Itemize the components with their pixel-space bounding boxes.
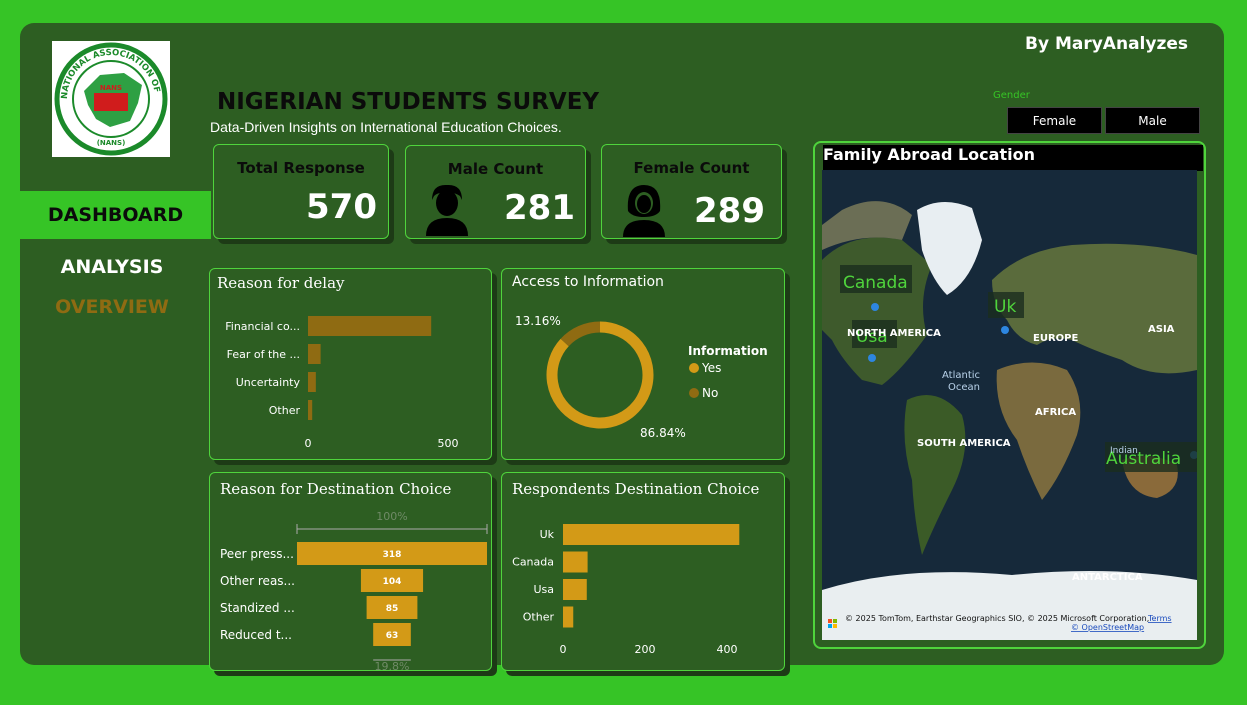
map-marker-uk: Uk (994, 297, 1016, 317)
reason-destination-funnel: 100% Peer press... 318 Other reas... 104 Stan… (220, 510, 488, 672)
funnel-category-label: Standized ... (220, 601, 295, 615)
kpi-total-label: Total Response (237, 159, 365, 177)
byline: By MaryAnalyzes (1025, 34, 1188, 54)
page-subtitle: Data-Driven Insights on International Ed… (210, 119, 562, 135)
reason-for-delay-card: Reason for delay Financial co... Fear of … (209, 268, 492, 460)
funnel-bar (297, 542, 487, 565)
kpi-female-value: 289 (694, 191, 765, 231)
legend-marker (689, 388, 699, 398)
map-marker-usa: Usa (856, 327, 888, 347)
female-avatar-icon (623, 185, 665, 237)
world-map[interactable]: Canada Uk Usa Australia NORTH AMERICA EU… (822, 170, 1197, 640)
delay-bar (308, 316, 432, 336)
delay-category-label: Financial co... (225, 320, 300, 333)
delay-bar (308, 344, 321, 364)
funnel-bottom-label: 19.8% (375, 660, 410, 672)
legend-entry: Yes (701, 361, 721, 375)
funnel-category-label: Reduced t... (220, 628, 292, 642)
destination-bar (563, 579, 587, 600)
destination-tick-label: 0 (560, 643, 567, 656)
reason-delay-chart: Financial co... Fear of the ... Uncertaint… (225, 316, 459, 450)
map-marker-canada: Canada (843, 273, 908, 293)
slicer-female-button[interactable]: Female (1007, 107, 1102, 134)
respondents-destination-card: Respondents Destination Choice Uk Canada U… (501, 472, 785, 671)
legend-marker (689, 363, 699, 373)
funnel-value-label: 318 (383, 550, 402, 560)
reason-delay-title: Reason for delay (217, 274, 345, 292)
reason-destination-title: Reason for Destination Choice (220, 480, 452, 498)
kpi-total-response: Total Response 570 (213, 144, 389, 239)
kpi-male-value: 281 (504, 188, 575, 228)
nav-overview[interactable]: OVERVIEW (55, 296, 169, 318)
logo-bottom-text: (NANS) (97, 139, 126, 147)
male-avatar-icon (426, 184, 468, 236)
map-label-atlantic: Atlantic (942, 370, 980, 381)
respondents-destination-title: Respondents Destination Choice (512, 480, 760, 498)
map-osm-link[interactable]: © OpenStreetMap (1071, 623, 1144, 632)
access-to-information-card: Access to Information 86.84% 13.16% Inform… (501, 268, 785, 460)
gender-slicer-label: Gender (993, 90, 1030, 101)
funnel-category-label: Peer press... (220, 547, 294, 561)
destination-category-label: Usa (533, 583, 554, 596)
nans-logo: NATIONAL ASSOCIATION OF NIGERIAN STUDENT… (48, 34, 170, 157)
delay-category-label: Other (269, 404, 301, 417)
access-info-title: Access to Information (512, 274, 664, 290)
map-label-south-america: SOUTH AMERICA (917, 438, 1011, 449)
destination-bar (563, 606, 574, 628)
destination-bar (563, 551, 588, 573)
destination-tick-label: 200 (635, 643, 656, 656)
map-label-asia: ASIA (1148, 324, 1175, 335)
slicer-male-button[interactable]: Male (1105, 107, 1200, 134)
respondents-destination-chart: Uk Canada Usa Other 0 200 400 (512, 524, 740, 656)
map-label-africa: AFRICA (1035, 407, 1076, 418)
donut-slice (560, 321, 601, 347)
destination-category-label: Other (523, 611, 555, 624)
delay-tick-label: 500 (438, 437, 459, 450)
kpi-male-label: Male Count (447, 160, 544, 178)
legend-title: Information (688, 344, 768, 358)
kpi-female-count: Female Count 289 (601, 144, 782, 239)
kpi-male-count: Male Count 281 (405, 145, 586, 239)
access-info-donut: 86.84% 13.16% Information Yes No (515, 314, 768, 440)
donut-no-label: 13.16% (515, 314, 561, 328)
map-label-indian: Indian (1110, 446, 1138, 456)
kpi-total-value: 570 (306, 187, 377, 227)
delay-bar (308, 400, 313, 420)
logo-badge: NANS (100, 84, 122, 92)
funnel-bar (366, 596, 418, 619)
map-label-antarctica: ANTARCTICA (1072, 572, 1143, 583)
destination-tick-label: 400 (717, 643, 738, 656)
funnel-category-label: Other reas... (220, 574, 295, 588)
delay-tick-label: 0 (305, 437, 312, 450)
legend-entry: No (702, 386, 718, 400)
page-title: NIGERIAN STUDENTS SURVEY (217, 89, 600, 115)
nav-analysis[interactable]: ANALYSIS (60, 256, 164, 278)
delay-category-label: Uncertainty (236, 376, 301, 389)
funnel-value-label: 104 (383, 577, 402, 587)
map-label-ocean: Ocean (948, 382, 980, 393)
map-title: Family Abroad Location (823, 145, 1203, 171)
kpi-female-label: Female Count (633, 159, 750, 177)
map-terms-link[interactable]: Terms (1147, 614, 1172, 623)
nav-dashboard[interactable]: DASHBOARD (20, 191, 211, 239)
map-label-north-america: NORTH AMERICA (847, 328, 941, 339)
destination-bar (563, 524, 740, 545)
map-title-text: Family Abroad Location (823, 145, 1035, 164)
donut-slice (546, 321, 654, 429)
map-label-europe: EUROPE (1033, 333, 1078, 344)
map-attribution: © 2025 TomTom, Earthstar Geographics SIO… (845, 614, 1149, 623)
funnel-bar (360, 569, 424, 592)
destination-category-label: Canada (512, 556, 554, 569)
delay-bar (308, 372, 316, 392)
reason-destination-card: Reason for Destination Choice 100% Peer p… (209, 472, 492, 672)
funnel-top-label: 100% (376, 510, 407, 523)
delay-category-label: Fear of the ... (227, 348, 300, 361)
microsoft-logo-icon (828, 619, 832, 623)
funnel-value-label: 63 (386, 631, 399, 641)
donut-yes-label: 86.84% (640, 426, 686, 440)
map-marker-australia: Australia (1106, 449, 1181, 469)
funnel-value-label: 85 (386, 604, 399, 614)
destination-category-label: Uk (540, 528, 555, 541)
funnel-bar (373, 623, 411, 646)
